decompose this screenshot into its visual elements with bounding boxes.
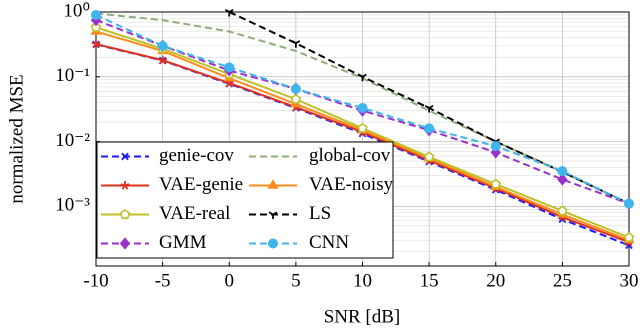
plot-frame [95,11,630,267]
x-tick-label: 30 [620,270,639,291]
marker [490,146,501,159]
legend-label: VAE-noisy [309,174,394,195]
marker [557,173,568,186]
legend-label: global-cov [309,145,391,166]
legend-label: CNN [309,232,349,253]
marker [224,62,235,73]
marker [119,209,131,219]
marker [267,179,279,189]
marker [358,73,367,82]
marker [624,198,634,209]
x-tick-label: 15 [420,270,439,291]
marker [625,241,633,250]
x-tick-label: 10 [353,270,372,291]
marker [120,181,130,190]
legend-box [96,141,394,259]
x-tick-label: 20 [486,270,505,291]
x-tick-label: -5 [155,270,171,291]
line [95,14,630,205]
legend-label: VAE-genie [159,174,243,195]
marker [424,123,435,134]
y-tick-label: 10⁰ [63,0,90,21]
marker [268,211,278,219]
marker [91,39,101,49]
y-tick-label: 10⁻¹ [55,65,90,86]
marker [558,215,567,224]
legend-label: genie-cov [159,145,234,166]
marker [490,178,501,189]
marker [291,40,301,48]
marker [557,205,568,216]
legend-label: VAE-real [159,203,230,224]
marker [91,9,101,20]
marker [357,102,368,113]
marker [90,21,102,32]
marker [290,83,301,94]
legend-label: GMM [159,232,207,253]
marker [119,237,131,250]
marker [158,55,168,65]
marker [224,8,234,17]
x-tick-label: 25 [553,270,572,291]
marker [557,166,568,177]
y-axis-label: normalized MSE [6,74,27,203]
legend: genie-cov global-cov VAE-genie VAE-noisy VAE… [96,141,394,259]
marker [357,122,368,133]
marker [157,40,168,51]
x-tick-label: 0 [225,270,235,291]
marker [268,238,278,249]
series [91,9,634,209]
legend-label: LS [309,203,331,224]
x-axis-label: SNR [dB] [324,306,401,327]
x-tick-label: 5 [291,270,301,291]
marker [423,151,435,162]
series [90,21,635,242]
marker [490,141,501,152]
y-tick-label: 10⁻³ [55,195,90,216]
marker [424,104,434,113]
marker [121,152,129,161]
y-tick-label: 10⁻² [55,130,90,151]
marker [290,93,302,104]
marker [623,232,635,242]
x-tick-label: -10 [83,270,108,291]
